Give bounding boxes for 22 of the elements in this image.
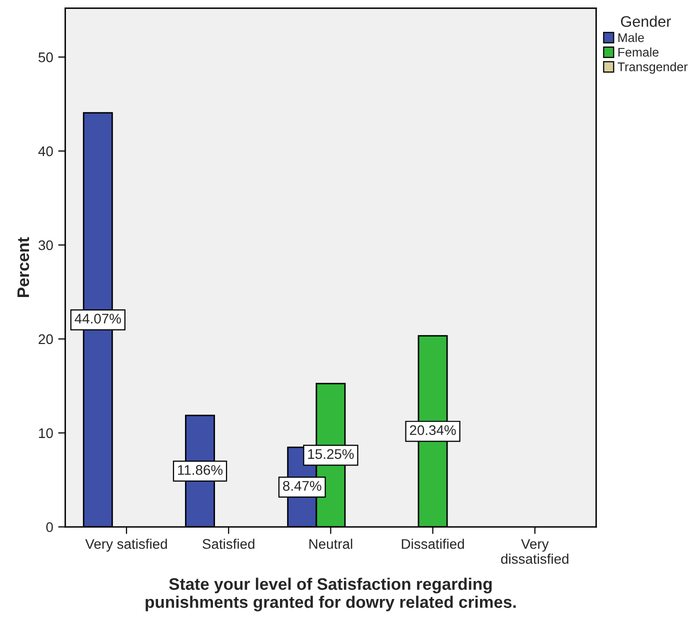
data-label: 15.25%: [308, 449, 354, 459]
data-label: 8.47%: [283, 480, 322, 491]
y-tick-label: 50: [38, 52, 53, 62]
legend-label: Transgender: [618, 62, 688, 74]
x-tick-label: Satisfied: [202, 538, 254, 549]
x-tick-label: Dissatified: [402, 538, 464, 549]
legend-label: Male: [618, 32, 644, 42]
data-label: 44.07%: [74, 314, 121, 324]
x-axis-title: State your level of Satisfaction regarding punishments granted for dowry related crimes.: [146, 578, 516, 612]
data-label: 20.34%: [410, 425, 456, 436]
data-label: 11.86%: [178, 465, 223, 475]
y-tick-label: 30: [38, 240, 53, 250]
x-tick-label: Very dissatisfied: [501, 539, 568, 564]
legend-label: Female: [618, 47, 659, 57]
legend-title: Gender: [621, 16, 671, 27]
y-tick-label: 40: [38, 146, 53, 156]
y-tick-label: 0: [46, 522, 53, 532]
y-axis-title: Percent: [18, 237, 30, 297]
x-tick-label: Very satisfied: [85, 538, 167, 552]
y-tick-label: 10: [39, 428, 53, 438]
x-tick-label: Neutral: [309, 538, 352, 549]
y-tick-label: 20: [38, 334, 53, 344]
